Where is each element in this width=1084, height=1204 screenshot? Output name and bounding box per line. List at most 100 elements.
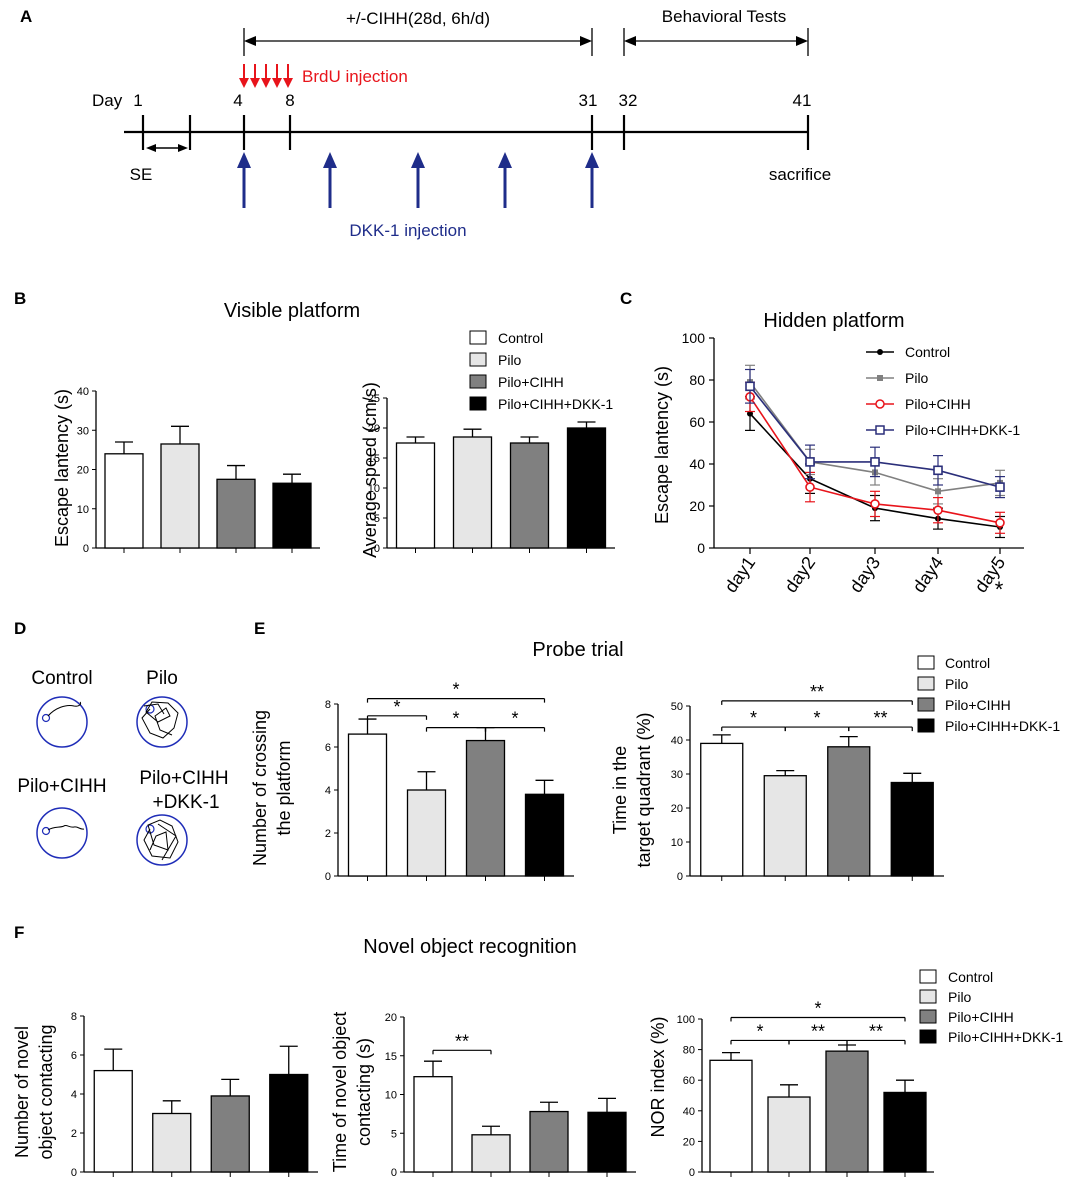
legend-b-control: Control: [498, 330, 543, 346]
E2-bar-1: [700, 742, 744, 877]
F2-ytick-label: 20: [385, 1012, 397, 1024]
c-ytick-label: 20: [689, 498, 705, 514]
legend-e-pilo-cihh: Pilo+CIHH: [945, 697, 1011, 713]
trace-label-control: Control: [31, 668, 92, 689]
E1-sig-label: *: [452, 680, 459, 700]
panel-f-title: Novel object recognition: [363, 936, 576, 958]
legend-b-swatch-control: [469, 330, 487, 345]
behavior-label: Behavioral Tests: [662, 7, 786, 26]
B1-bar-2: [160, 443, 200, 549]
c-xtick-label: day3: [845, 553, 884, 596]
panel-d-traces: Control Pilo Pilo+CIHH Pilo+CIHH +DKK-1: [17, 668, 229, 866]
legend-c-pilo: Pilo: [905, 370, 929, 386]
day-label: Day: [92, 91, 123, 110]
day-1: 1: [133, 91, 142, 110]
legend-f-control: Control: [948, 969, 993, 985]
F3-bar-3: [825, 1050, 869, 1173]
E2-ytick-label: 40: [671, 735, 683, 747]
c-point: [870, 457, 880, 467]
f1-ylabel-line2: object contacting: [36, 1024, 56, 1159]
B1-ytick-label: 30: [77, 425, 89, 437]
E2-bar-2: [763, 775, 807, 877]
day-32: 32: [619, 91, 638, 110]
E2-ytick-label: 20: [671, 803, 683, 815]
legend-b-pilo: Pilo: [498, 352, 522, 368]
E1-sig-label: *: [452, 709, 459, 729]
legend-c-pilo-cihh: Pilo+CIHH: [905, 396, 971, 412]
F1-bar-3: [210, 1095, 250, 1173]
chart-f1-novel-contacts: 0 2 4 6 8: [71, 1011, 318, 1179]
legend-c-marker-dkk: [875, 425, 885, 435]
E1-bar-3: [465, 739, 506, 877]
E2-ytick-label: 0: [677, 871, 683, 883]
e2-ylabel-line2: target quadrant (%): [634, 712, 654, 867]
legend-e-swatch-dkk: [917, 718, 935, 733]
legend-f-swatch-dkk: [919, 1029, 937, 1044]
legend-f: Control Pilo Pilo+CIHH Pilo+CIHH+DKK-1: [919, 969, 1063, 1045]
F3-bar-2: [767, 1096, 811, 1173]
se-arrow-left-icon: [146, 144, 156, 152]
E2-sig-label: **: [810, 682, 824, 702]
F2-ytick-label: 10: [385, 1090, 397, 1102]
E2-ytick-label: 10: [671, 837, 683, 849]
c-ytick-label: 40: [689, 456, 705, 472]
c-point: [995, 482, 1005, 492]
E1-bar-2: [406, 789, 447, 877]
E1-ytick-label: 4: [325, 785, 331, 797]
F1-bar-1: [93, 1069, 133, 1173]
E1-bar-1: [347, 733, 388, 877]
E2-sig-label: *: [813, 708, 820, 728]
path-dkk: [143, 819, 179, 861]
E2-sig-label: *: [750, 708, 757, 728]
B1-ytick-label: 20: [77, 465, 89, 477]
E1-ytick-label: 8: [325, 699, 331, 711]
legend-b-swatch-pilo: [469, 352, 487, 367]
legend-e-swatch-pilo-cihh: [917, 697, 935, 712]
sacrifice-label: sacrifice: [769, 165, 831, 184]
E2-bar-3: [827, 746, 871, 877]
F3-ytick-label: 20: [683, 1136, 695, 1148]
legend-c-control: Control: [905, 344, 950, 360]
c-ytick-label: 0: [697, 540, 705, 556]
panel-e-letter: E: [254, 619, 265, 638]
E1-sig-label: *: [511, 709, 518, 729]
B2-bar-3: [509, 442, 550, 549]
E1-sig-label: *: [393, 697, 400, 717]
legend-f-pilo: Pilo: [948, 989, 972, 1005]
c-point: [745, 381, 755, 392]
pool-pilo: [136, 696, 188, 748]
E1-ytick-label: 6: [325, 742, 331, 754]
legend-c-marker-control: [877, 349, 883, 355]
B1-ytick-label: 0: [83, 543, 89, 555]
legend-f-swatch-pilo: [919, 989, 937, 1004]
panel-f-letter: F: [14, 923, 24, 942]
behavior-arrow-right-icon: [796, 36, 808, 46]
F2-bar-2: [471, 1134, 511, 1173]
chart-f2-novel-time: 0 5 10 15 20 **: [385, 1012, 636, 1179]
legend-f-swatch-pilo-cihh: [919, 1009, 937, 1024]
F3-ytick-label: 80: [683, 1045, 695, 1057]
B2-ytick-label: 10: [368, 483, 380, 495]
day-8: 8: [285, 91, 294, 110]
B1-ytick-label: 40: [77, 386, 89, 398]
F1-ytick-label: 2: [71, 1128, 77, 1140]
legend-b-dkk: Pilo+CIHH+DKK-1: [498, 396, 613, 412]
c-point: [805, 457, 815, 467]
F2-bar-3: [529, 1110, 569, 1173]
c-ytick-label: 80: [689, 372, 705, 388]
B2-bar-2: [452, 436, 493, 549]
E1-bar-4: [524, 793, 565, 877]
c-point: [933, 465, 943, 476]
B2-ytick-label: 15: [368, 453, 380, 465]
f1-ylabel-line1: Number of novel: [12, 1026, 32, 1158]
F2-ytick-label: 0: [391, 1167, 397, 1179]
E1-ytick-label: 0: [325, 871, 331, 883]
B1-bar-1: [104, 453, 144, 549]
F3-ytick-label: 60: [683, 1075, 695, 1087]
F3-ytick-label: 100: [677, 1014, 695, 1026]
se-arrow-right-icon: [178, 144, 188, 152]
F3-sig-label: **: [811, 1021, 825, 1041]
chart-b2-average-speed: 0 5 10 15 20 25: [368, 393, 615, 555]
F3-sig-label: *: [756, 1021, 763, 1041]
